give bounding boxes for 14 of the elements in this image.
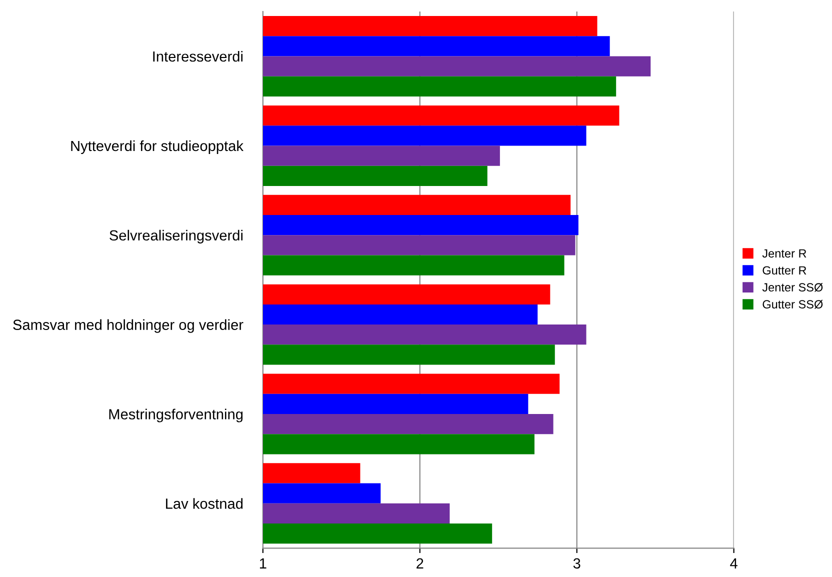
y-tick-label: Selvrealiseringsverdi (110, 230, 242, 244)
y-tick-label: Interesseverdi (153, 50, 242, 62)
y-tick-label: Samsvar med holdninger og verdier (13, 319, 244, 333)
y-tick-label: Mestringsforventning (109, 408, 243, 422)
legend-label: Jenter R (762, 249, 806, 258)
legend-label: Jenter SSØ (762, 282, 823, 292)
x-tick-label: 3 (573, 558, 580, 569)
x-tick-label: 2 (416, 558, 424, 568)
x-tick-label: 4 (730, 558, 738, 568)
y-tick-label: Nytteverdi for studieopptak (71, 140, 244, 154)
y-tick-label: Lav kostnad (166, 498, 243, 509)
legend-label: Gutter R (762, 266, 806, 275)
legend-label: Gutter SSØ (762, 300, 823, 309)
x-tick-label: 1 (260, 558, 266, 568)
